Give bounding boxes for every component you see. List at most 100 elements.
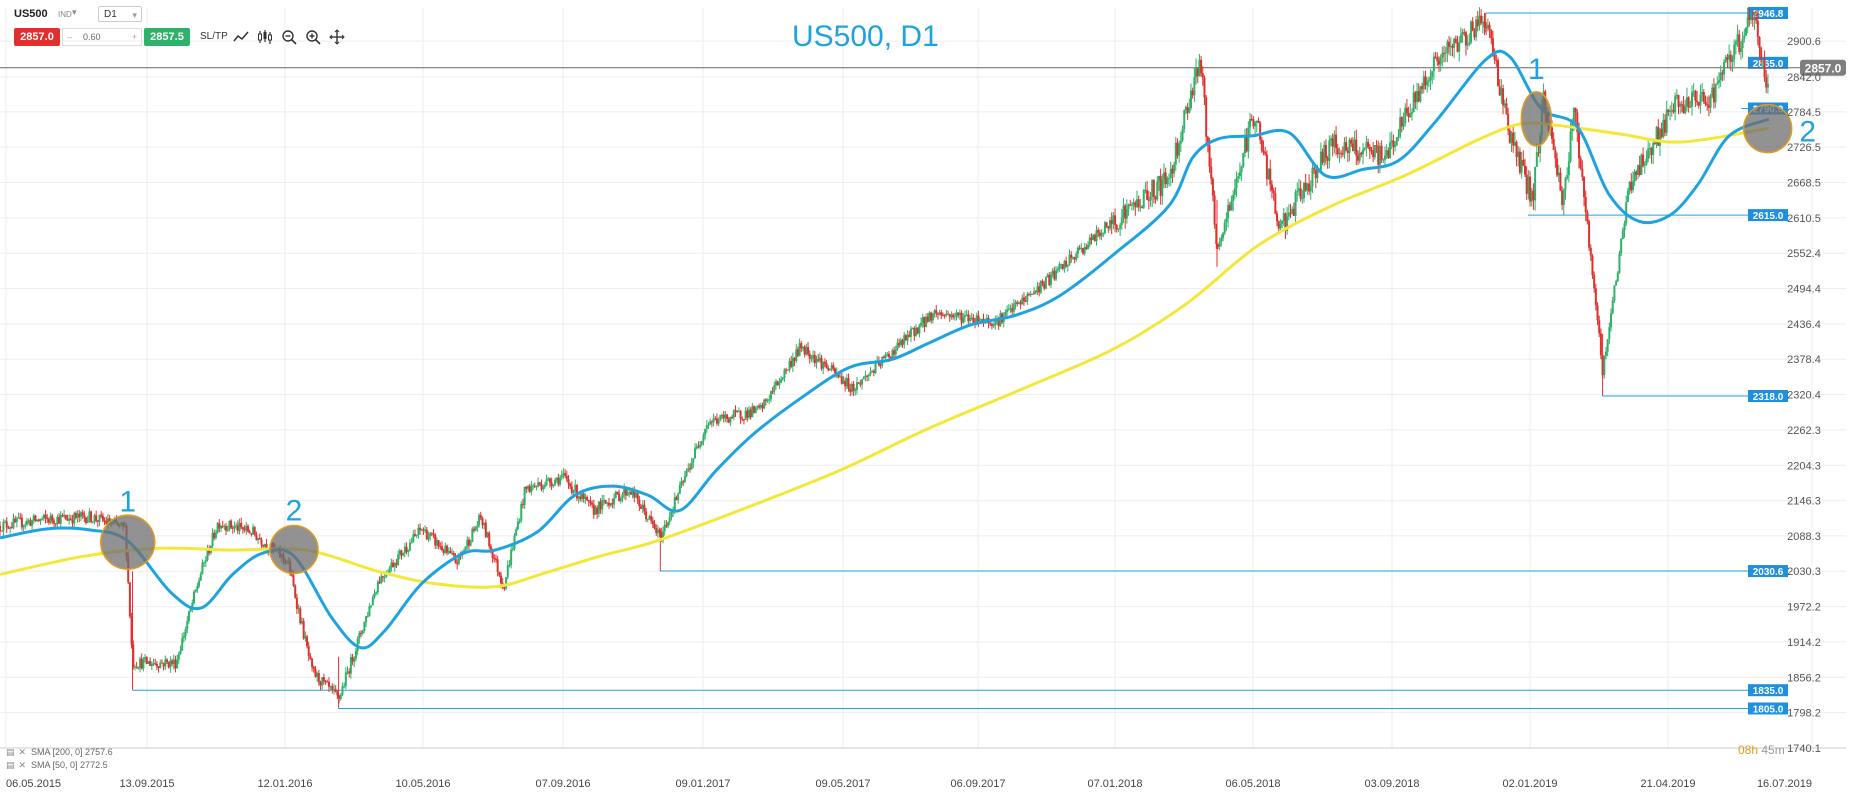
candle-body [166,659,169,662]
candle-body [1564,178,1567,190]
candle-body [1416,90,1419,103]
candle-body [410,542,413,544]
candle-body [1510,132,1513,143]
candle-body [859,383,862,385]
candle-body [1208,145,1211,167]
candle-body [1761,59,1764,61]
candle-body [64,515,67,520]
candle-body [137,667,140,669]
candle-body [336,691,339,696]
candle-body [1363,147,1366,150]
legend-sma-200[interactable]: ▤ ✕ SMA [200, 0] 2757.6 [6,747,113,758]
candle-body [759,405,762,408]
candle-body [1760,48,1763,61]
candle-body [807,347,810,354]
candle-body [7,527,10,529]
buy-button[interactable]: 2857.5 [144,28,190,46]
candle-body [1593,275,1596,289]
candle-body [813,355,816,364]
y-tick-label: 1798.2 [1787,708,1821,720]
symbol-dropdown-icon[interactable]: ▾ [72,7,77,17]
level-label-box [1748,209,1788,222]
close-icon[interactable]: ✕ [18,760,27,770]
candle-body [1696,100,1699,103]
candle-body [742,419,745,421]
candle-body [850,383,853,392]
time-axis[interactable]: 06.05.2015 13.09.2015 12.01.2016 10.05.2016… [6,778,1812,790]
candle-body [1527,176,1530,194]
price-axis[interactable]: 2900.6 2842.0 2784.5 2726.5 2668.5 2610.5 2552… [1787,36,1821,755]
candle-body [510,549,513,566]
candle-body [1188,108,1191,113]
candle-body [160,662,163,664]
decrease-button[interactable]: – [67,32,73,42]
crosshair-icon[interactable] [328,28,346,46]
candle-body [596,507,599,514]
zoom-out-icon[interactable] [280,28,298,46]
candle-body [20,517,23,528]
zoom-in-icon[interactable] [304,28,322,46]
candle-body [1694,91,1697,101]
candle-body [1611,300,1614,314]
candle-body [621,494,624,498]
candle-body [584,496,587,499]
candle-body [665,524,668,527]
symbol-label[interactable]: US500 [14,8,48,20]
candle-body [1461,32,1464,35]
close-icon[interactable]: ✕ [18,747,27,757]
candle-body [834,368,837,374]
candle-body [567,479,570,484]
candle-body [1329,138,1332,141]
candle-body [152,663,155,665]
volume-stepper[interactable]: – 0.60 + [62,28,142,46]
timeframe-select[interactable]: D1 ▾ [98,6,142,22]
candle-body [1260,139,1263,151]
candle-body [1142,189,1145,208]
line-draw-icon[interactable] [232,28,250,46]
candle-body [1390,140,1393,143]
candle-body [950,314,953,318]
timer-minutes: 45m [1761,743,1785,757]
candle-body [673,497,676,512]
candle-body [739,410,742,419]
candle-body [1566,175,1569,179]
increase-button[interactable]: + [131,32,137,42]
candle-body [81,512,84,515]
candle-body [1222,233,1225,239]
candle-body [1733,44,1736,60]
candle-body [1731,59,1734,62]
candle-body [955,312,958,317]
settings-icon[interactable]: ▤ [6,747,15,757]
candle-body [393,563,396,568]
candle-body [1584,197,1587,213]
candle-body [1616,272,1619,282]
sell-button[interactable]: 2857.0 [14,28,60,46]
y-tick-label: 2900.6 [1787,36,1821,48]
candle-body [1410,111,1413,114]
candle-body [1102,232,1105,234]
candle-body [1395,137,1398,146]
candle-body [795,349,798,361]
candle-body [368,606,371,616]
level-label-box [1748,702,1788,715]
candle-body [805,347,808,355]
candle-body [555,477,558,480]
candle-body [1100,233,1103,237]
candle-body [191,603,194,608]
volume-value[interactable]: 0.60 [83,32,101,42]
candle-body [928,312,931,322]
legend-sma-50[interactable]: ▤ ✕ SMA [50, 0] 2772.5 [6,760,108,771]
candle-body [1078,247,1081,249]
candle-body [724,414,727,419]
candle-body [516,521,519,530]
sl-tp-button[interactable]: SL/TP [200,31,228,42]
candle-body [886,353,889,355]
candle-body [1478,15,1481,26]
candle-body [290,574,293,576]
chart-type-icon[interactable] [256,28,274,46]
candle-body [101,515,104,521]
candle-body [564,473,567,476]
candle-body [774,381,777,386]
settings-icon[interactable]: ▤ [6,760,15,770]
